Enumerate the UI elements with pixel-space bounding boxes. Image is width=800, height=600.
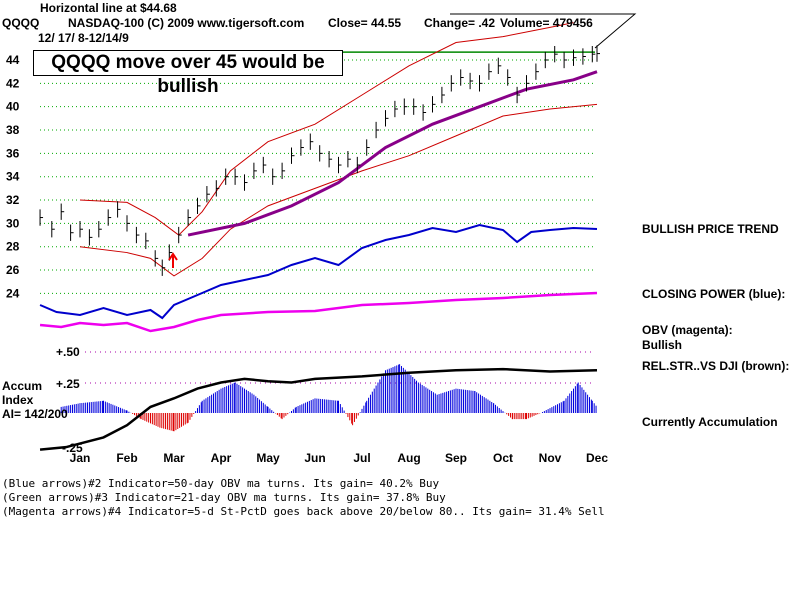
x-tick-label: Nov — [539, 451, 562, 465]
x-tick-label: Jun — [304, 451, 325, 465]
label-price-trend: BULLISH PRICE TREND — [642, 222, 779, 236]
y-tick-label: 38 — [6, 123, 20, 137]
tick-p50: +.50 — [56, 345, 80, 359]
close-value: Close= 44.55 — [328, 16, 402, 30]
date-range: 12/ 17/ 8-12/14/9 — [38, 31, 129, 45]
x-tick-label: Dec — [586, 451, 608, 465]
y-tick-label: 30 — [6, 216, 20, 230]
x-tick-label: Mar — [163, 451, 185, 465]
y-tick-label: 44 — [6, 53, 20, 67]
x-tick-label: Jul — [353, 451, 370, 465]
label-obv: OBV (magenta): — [642, 323, 733, 337]
x-tick-label: Apr — [211, 451, 232, 465]
obv-line — [39, 291, 598, 333]
ai-value: AI= 142/200 — [2, 407, 68, 421]
tick-m25: -.25 — [62, 441, 83, 455]
y-tick-label: 42 — [6, 76, 20, 90]
x-tick-label: Jan — [70, 451, 91, 465]
buy-arrow-icon — [168, 252, 178, 268]
label-accumulation: Currently Accumulation — [642, 415, 778, 429]
moving-average — [187, 70, 598, 237]
tick-p25: +.25 — [56, 377, 80, 391]
y-tick-label: 32 — [6, 193, 20, 207]
label-rel-strength: REL.STR..VS DJI (brown): — [642, 359, 790, 373]
x-tick-label: May — [256, 451, 280, 465]
y-tick-label: 34 — [6, 170, 20, 184]
horizontal-line-label: Horizontal line at $44.68 — [40, 1, 177, 15]
y-tick-label: 40 — [6, 100, 20, 114]
label-closing-power: CLOSING POWER (blue): — [642, 287, 786, 301]
x-tick-label: Feb — [116, 451, 137, 465]
accum-label: Accum — [2, 379, 43, 393]
x-tick-label: Oct — [493, 451, 513, 465]
volume-value: Volume= 479456 — [500, 16, 593, 30]
footer-line-1: (Blue arrows)#2 Indicator=50-day OBV ma … — [2, 477, 440, 490]
y-tick-label: 26 — [6, 263, 20, 277]
y-tick-label: 24 — [6, 286, 20, 300]
x-tick-label: Sep — [445, 451, 467, 465]
footer-line-2: (Green arrows)#3 Indicator=21-day OBV ma… — [2, 491, 446, 504]
lower-band — [79, 103, 598, 277]
annotation-banner: QQQQ move over 45 would be bullish — [33, 50, 343, 97]
title-info: NASDAQ-100 (C) 2009 www.tigersoft.com — [68, 16, 305, 30]
x-tick-label: Aug — [397, 451, 420, 465]
hline-pointer — [450, 13, 637, 49]
closing-power-line — [39, 223, 598, 320]
upper-band — [79, 22, 574, 236]
change-value: Change= .42 — [424, 16, 496, 30]
label-obv-status: Bullish — [642, 338, 683, 352]
y-tick-label: 28 — [6, 240, 20, 254]
y-tick-label: 36 — [6, 146, 20, 160]
index-label: Index — [2, 393, 34, 407]
footer-line-3: (Magenta arrows)#4 Indicator=5-d St-PctD… — [2, 505, 605, 518]
rel-strength-line — [39, 367, 598, 451]
ticker: QQQQ — [2, 16, 40, 30]
